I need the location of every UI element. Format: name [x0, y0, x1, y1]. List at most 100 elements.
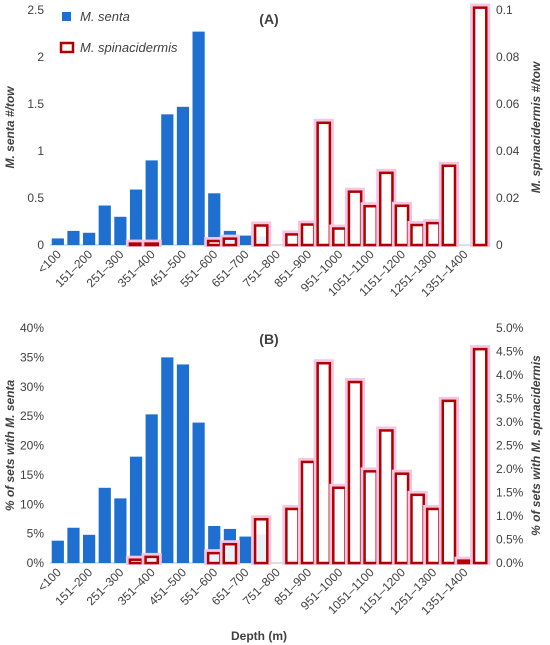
bar-m-spinacidermis — [300, 460, 316, 565]
y-tick-right: 2.0% — [496, 462, 524, 476]
bar-m-senta — [176, 364, 190, 563]
y-tick-right: 0.02 — [496, 191, 520, 205]
y-tick-right: 0.1 — [496, 3, 513, 17]
y-tick-right: 4.5% — [496, 345, 524, 359]
bar-m-spinacidermis — [144, 555, 160, 565]
bar-m-senta — [161, 357, 174, 563]
y-tick-right: 5.0% — [496, 321, 524, 335]
bar-m-senta — [145, 414, 158, 563]
y-axis-title-left: M. senta #/tow — [3, 86, 17, 169]
bar-m-spinacidermis — [347, 190, 363, 247]
bar-m-senta — [129, 456, 143, 563]
bar-m-senta — [192, 31, 205, 246]
bar-m-spinacidermis — [332, 227, 347, 247]
x-axis-title: Depth (m) — [231, 629, 287, 643]
bar-m-spinacidermis — [378, 429, 394, 565]
y-tick-left: 5% — [27, 527, 45, 541]
bar-m-spinacidermis — [253, 518, 269, 565]
y-tick-left: 0 — [37, 238, 44, 252]
bar-m-spinacidermis — [222, 237, 238, 247]
y-tick-right: 1.0% — [496, 509, 524, 523]
bar-m-senta — [161, 114, 174, 245]
bar-m-senta — [176, 106, 190, 245]
y-tick-right: 3.5% — [496, 392, 524, 406]
panel-a: 0 0.5 1 1.5 2 2.5 0 0.02 0.04 0.06 0.08 0.1 M. senta… — [3, 3, 543, 300]
panel-b: 0% 5% 10% 15% 20% 25% 30% 35% 40% 0.0% 0.5% 1.0% 1.5… — [3, 321, 543, 643]
bar-m-spinacidermis — [378, 171, 394, 247]
y-axis-title-left: % of sets with M. senta — [3, 379, 17, 511]
bar-m-senta — [83, 232, 96, 245]
bar-m-senta — [67, 527, 80, 563]
y-tick-left: 0% — [27, 556, 45, 570]
bar-m-senta — [114, 216, 127, 245]
bar-m-senta — [98, 205, 111, 245]
y-tick-right: 2.5% — [496, 439, 524, 453]
bar-m-senta — [208, 193, 221, 245]
y-tick-left: 10% — [20, 497, 44, 511]
bar-m-spinacidermis — [472, 6, 488, 247]
bar-m-spinacidermis — [410, 223, 425, 247]
y-tick-right: 0.08 — [496, 50, 520, 64]
bar-m-spinacidermis — [128, 242, 144, 247]
bar-m-spinacidermis — [206, 239, 222, 247]
legend-swatch-m-spinacidermis — [59, 41, 75, 54]
y-tick-right: 0.5% — [496, 533, 524, 547]
y-tick-right: 0 — [496, 238, 503, 252]
bar-m-spinacidermis — [285, 507, 300, 565]
y-axis-title-right: % of sets with M. spinacidermis — [529, 355, 543, 536]
y-tick-left: 2.5 — [27, 3, 44, 17]
bar-m-spinacidermis — [144, 242, 160, 247]
bar-m-senta — [192, 422, 205, 563]
bar-m-senta — [114, 498, 127, 563]
bar-m-spinacidermis — [394, 204, 410, 247]
bar-m-spinacidermis — [253, 224, 269, 247]
legend-label-m-senta: M. senta — [80, 9, 130, 24]
y-tick-left: 20% — [20, 439, 44, 453]
bar-m-spinacidermis — [472, 347, 488, 565]
bar-m-spinacidermis — [332, 486, 347, 565]
bar-m-senta — [145, 160, 158, 245]
bar-m-senta — [129, 189, 143, 245]
y-tick-left: 40% — [20, 321, 44, 335]
bar-m-senta — [51, 540, 64, 563]
y-tick-left: 35% — [20, 350, 44, 364]
y-tick-left: 15% — [20, 468, 44, 482]
y-tick-left: 1.5 — [27, 97, 44, 111]
y-axis-title-right: M. spinacidermis #/tow — [529, 61, 543, 193]
y-tick-right: 0.04 — [496, 144, 520, 158]
bar-m-spinacidermis — [425, 221, 441, 247]
bar-m-spinacidermis — [394, 472, 410, 565]
bar-m-senta — [98, 487, 111, 563]
legend-swatch-m-senta — [62, 12, 71, 21]
bar-m-senta — [51, 238, 64, 245]
bar-m-spinacidermis — [206, 551, 222, 565]
bar-m-spinacidermis — [300, 223, 316, 247]
bar-m-spinacidermis — [457, 559, 472, 565]
y-tick-left: 1 — [37, 144, 44, 158]
bar-m-spinacidermis — [363, 470, 379, 565]
panel-label: (B) — [259, 331, 278, 347]
y-tick-left: 30% — [20, 380, 44, 394]
bar-m-spinacidermis — [425, 507, 441, 565]
y-tick-right: 1.5% — [496, 486, 524, 500]
y-tick-right: 0.0% — [496, 556, 524, 570]
bar-m-senta — [239, 235, 252, 245]
bar-m-spinacidermis — [316, 362, 332, 565]
bar-m-spinacidermis — [222, 542, 238, 565]
bar-m-senta — [83, 534, 96, 563]
bar-m-spinacidermis — [128, 558, 144, 565]
y-tick-left: 0.5 — [27, 191, 44, 205]
y-tick-right: 3.0% — [496, 415, 524, 429]
y-tick-left: 25% — [20, 409, 44, 423]
bar-m-senta — [67, 230, 80, 245]
y-tick-right: 4.0% — [496, 368, 524, 382]
y-tick-right: 0.06 — [496, 97, 520, 111]
y-tick-left: 2 — [37, 50, 44, 64]
panel-label: (A) — [259, 11, 278, 27]
bar-m-spinacidermis — [363, 204, 379, 247]
bar-m-spinacidermis — [316, 121, 332, 247]
bar-m-spinacidermis — [285, 233, 300, 247]
bar-m-spinacidermis — [410, 493, 425, 565]
bar-m-spinacidermis — [441, 399, 457, 565]
